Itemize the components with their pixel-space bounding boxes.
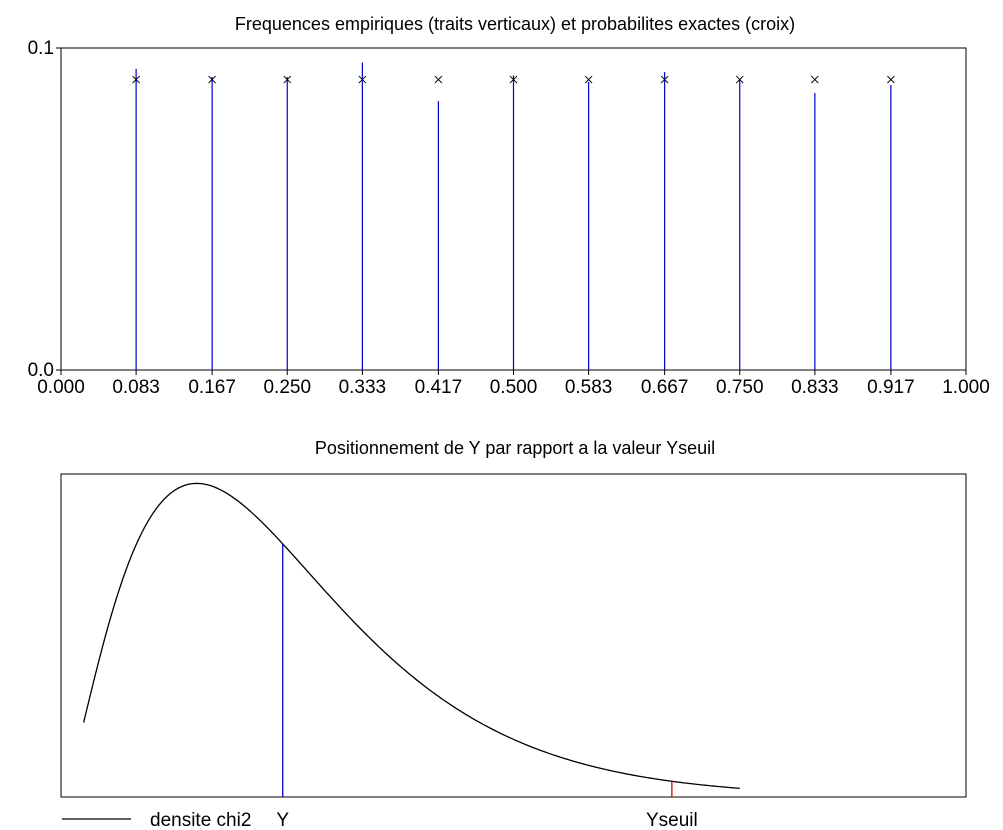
x-tick-label: 0.583 [565, 377, 613, 398]
x-tick-label: 1.000 [942, 377, 990, 398]
x-tick-label: 0.667 [641, 377, 689, 398]
y-tick-label: 0.0 [28, 360, 54, 381]
probability-cross [735, 75, 744, 84]
chart-frequencies: Frequences empiriques (traits verticaux)… [28, 14, 990, 398]
chart-chi2-density: Positionnement de Y par rapport a la val… [60, 438, 967, 830]
probability-cross [887, 75, 895, 84]
x-tick-label: 0.833 [791, 377, 839, 398]
probability-cross [208, 75, 216, 84]
x-tick-label: 0.417 [415, 377, 463, 398]
chart1-title: Frequences empiriques (traits verticaux)… [235, 14, 795, 34]
chart2-plot-frame [60, 473, 967, 798]
chart2-markers: Y Yseuil [276, 543, 698, 830]
probability-cross [509, 75, 518, 84]
probability-cross [811, 75, 819, 84]
x-tick-label: 0.917 [867, 377, 915, 398]
x-tick-label: 0.500 [490, 377, 538, 398]
chart1-frequency-lines [135, 62, 892, 370]
chart1-probability-crosses [132, 75, 895, 84]
x-tick-label: 0.000 [37, 377, 85, 398]
probability-cross [584, 75, 593, 84]
chi2-density-curve [82, 482, 740, 789]
chart2-legend: densite chi2 [62, 810, 251, 830]
x-tick-label: 0.167 [188, 377, 236, 398]
probability-cross [660, 75, 669, 84]
probability-cross [358, 75, 367, 84]
marker-label-yseuil: Yseuil [646, 810, 698, 830]
x-tick-label: 0.333 [339, 377, 387, 398]
x-tick-label: 0.750 [716, 377, 764, 398]
marker-label-y: Y [276, 810, 289, 830]
probability-cross [434, 75, 443, 84]
chart2-title: Positionnement de Y par rapport a la val… [315, 438, 715, 458]
probability-cross [132, 75, 140, 84]
x-tick-label: 0.083 [112, 377, 160, 398]
y-tick-label: 0.1 [28, 38, 54, 59]
legend-label: densite chi2 [150, 810, 251, 830]
chart1-ticks: 0.000 0.083 0.167 0.250 0.333 0.417 0.500 0.583… [28, 38, 990, 398]
x-tick-label: 0.250 [263, 377, 311, 398]
probability-cross [283, 75, 292, 84]
